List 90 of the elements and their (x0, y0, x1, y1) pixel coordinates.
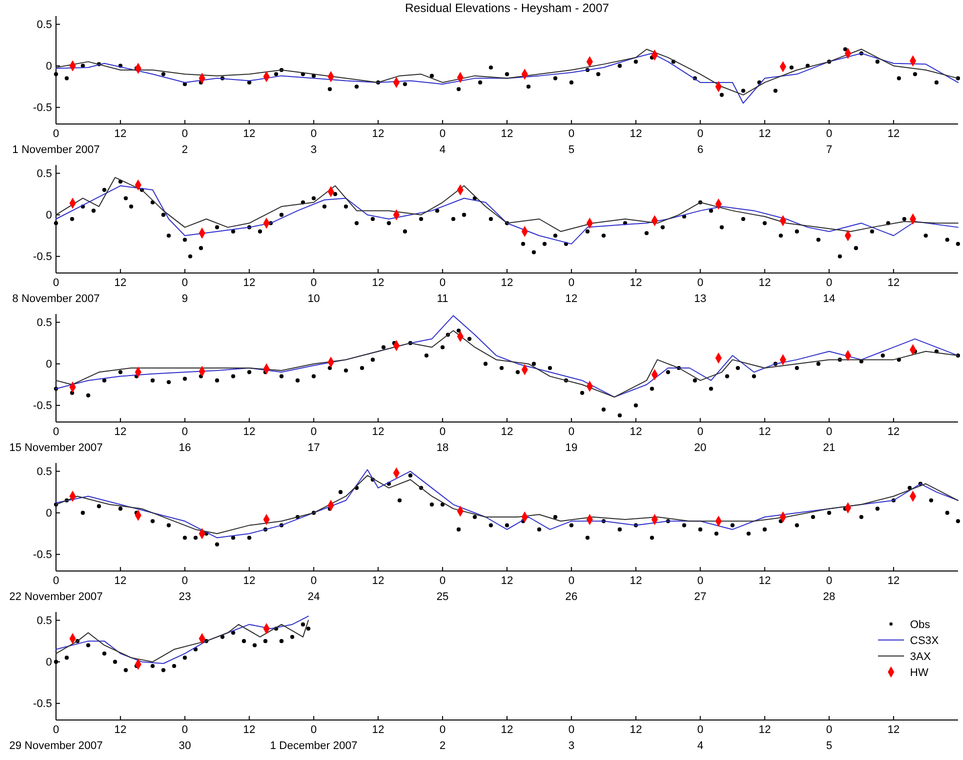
x-tick-label: 12 (114, 277, 127, 289)
x-tick-label: 12 (887, 724, 900, 736)
x-tick-label: 12 (887, 575, 900, 587)
x-tick-label: 0 4 (697, 724, 704, 752)
y-tick-label: 0 (46, 656, 52, 669)
x-tick-label: 0 16 (178, 426, 191, 454)
x-tick-label: 12 (243, 277, 256, 289)
x-tick-label: 12 (630, 128, 642, 140)
x-tick-label: 0 27 (694, 575, 706, 603)
x-tick-label: 12 (887, 128, 900, 140)
chart-title: Residual Elevations - Heysham - 2007 (404, 1, 610, 15)
y-tick-label: -0.5 (33, 549, 52, 562)
x-tick-label: 12 (887, 277, 900, 289)
y-tick-label: 0.5 (36, 317, 52, 330)
legend-label: 3AX (910, 650, 932, 663)
x-tick-label: 12 (758, 426, 771, 438)
x-tick-label: 0 22 November 2007 (9, 575, 103, 603)
x-tick-label: 12 (114, 426, 127, 438)
y-tick-label: -0.5 (33, 698, 52, 710)
x-tick-label: 0 7 (826, 128, 832, 156)
legend-label: HW (910, 666, 929, 679)
x-tick-label: 12 (500, 277, 514, 289)
x-tick-label: 0 24 (308, 575, 320, 603)
x-tick-label: 0 13 (694, 277, 706, 305)
x-tick-label: 12 (372, 724, 384, 736)
x-tick-label: 0 12 (565, 277, 578, 305)
x-tick-label: 12 (114, 128, 127, 140)
x-tick-label: 0 9 (182, 277, 188, 305)
x-tick-label: 12 (500, 426, 514, 438)
x-tick-label: 12 (372, 426, 384, 438)
x-tick-label: 0 10 (308, 277, 320, 305)
x-tick-label: 12 (114, 575, 127, 587)
y-tick-label: 0 (46, 210, 52, 222)
x-tick-label: 0 6 (697, 128, 704, 156)
x-tick-label: 0 26 (565, 575, 578, 603)
x-tick-label: 12 (500, 128, 514, 140)
x-tick-label: 0 1 November 2007 (12, 128, 100, 156)
x-tick-label: 0 5 (826, 724, 832, 752)
legend-label: Obs (910, 618, 931, 631)
x-tick-label: 0 23 (178, 575, 191, 603)
x-tick-label: 12 (758, 128, 771, 140)
x-tick-label: 12 (243, 426, 256, 438)
y-tick-label: 0.5 (36, 168, 52, 180)
x-tick-label: 0 20 (694, 426, 706, 454)
x-tick-label: 12 (630, 426, 642, 438)
x-tick-label: 0 14 (823, 277, 836, 305)
x-tick-label: 12 (630, 277, 642, 289)
y-tick-label: 0.5 (36, 615, 52, 628)
y-tick-label: -0.5 (33, 102, 52, 114)
x-tick-label: 0 3 (310, 128, 317, 156)
x-tick-label: 12 (500, 724, 514, 736)
x-tick-label: 0 17 (308, 426, 320, 454)
y-tick-label: 0 (46, 508, 52, 520)
x-tick-label: 12 (243, 575, 256, 587)
x-tick-label: 0 21 (823, 426, 836, 454)
x-tick-label: 0 8 November 2007 (12, 277, 100, 305)
x-tick-label: 0 29 November 2007 (9, 724, 103, 752)
x-tick-label: 0 15 November 2007 (9, 426, 103, 454)
x-tick-label: 0 30 (178, 724, 191, 752)
x-tick-label: 0 2 (182, 128, 188, 156)
x-tick-label: 12 (758, 724, 771, 736)
y-tick-label: -0.5 (33, 251, 52, 264)
x-tick-label: 12 (114, 724, 127, 736)
x-tick-label: 0 11 (436, 277, 448, 305)
y-tick-label: 0 (46, 60, 52, 73)
x-tick-label: 12 (630, 575, 642, 587)
y-tick-label: 0 (46, 358, 52, 371)
x-tick-label: 12 (758, 575, 771, 587)
x-tick-label: 0 3 (568, 724, 574, 752)
x-tick-label: 12 (243, 128, 256, 140)
x-tick-label: 12 (372, 277, 384, 289)
y-tick-label: 0.5 (36, 19, 52, 32)
x-tick-label: 0 1 December 2007 (270, 724, 358, 752)
x-tick-label: 12 (372, 128, 384, 140)
y-tick-label: 0.5 (36, 466, 52, 478)
x-tick-label: 0 5 (568, 128, 574, 156)
x-tick-label: 0 2 (440, 724, 446, 752)
x-tick-label: 12 (630, 724, 642, 736)
x-tick-label: 12 (372, 575, 384, 587)
x-tick-label: 12 (887, 426, 900, 438)
legend-label: CS3X (910, 634, 940, 647)
x-tick-label: 12 (243, 724, 256, 736)
x-tick-label: 0 18 (436, 426, 449, 454)
x-tick-label: 12 (500, 575, 514, 587)
x-tick-label: 0 28 (823, 575, 836, 603)
x-tick-label: 0 19 (565, 426, 578, 454)
x-tick-label: 0 4 (440, 128, 446, 156)
x-tick-label: 0 25 (436, 575, 449, 603)
y-tick-label: -0.5 (33, 400, 52, 412)
x-tick-label: 12 (758, 277, 771, 289)
